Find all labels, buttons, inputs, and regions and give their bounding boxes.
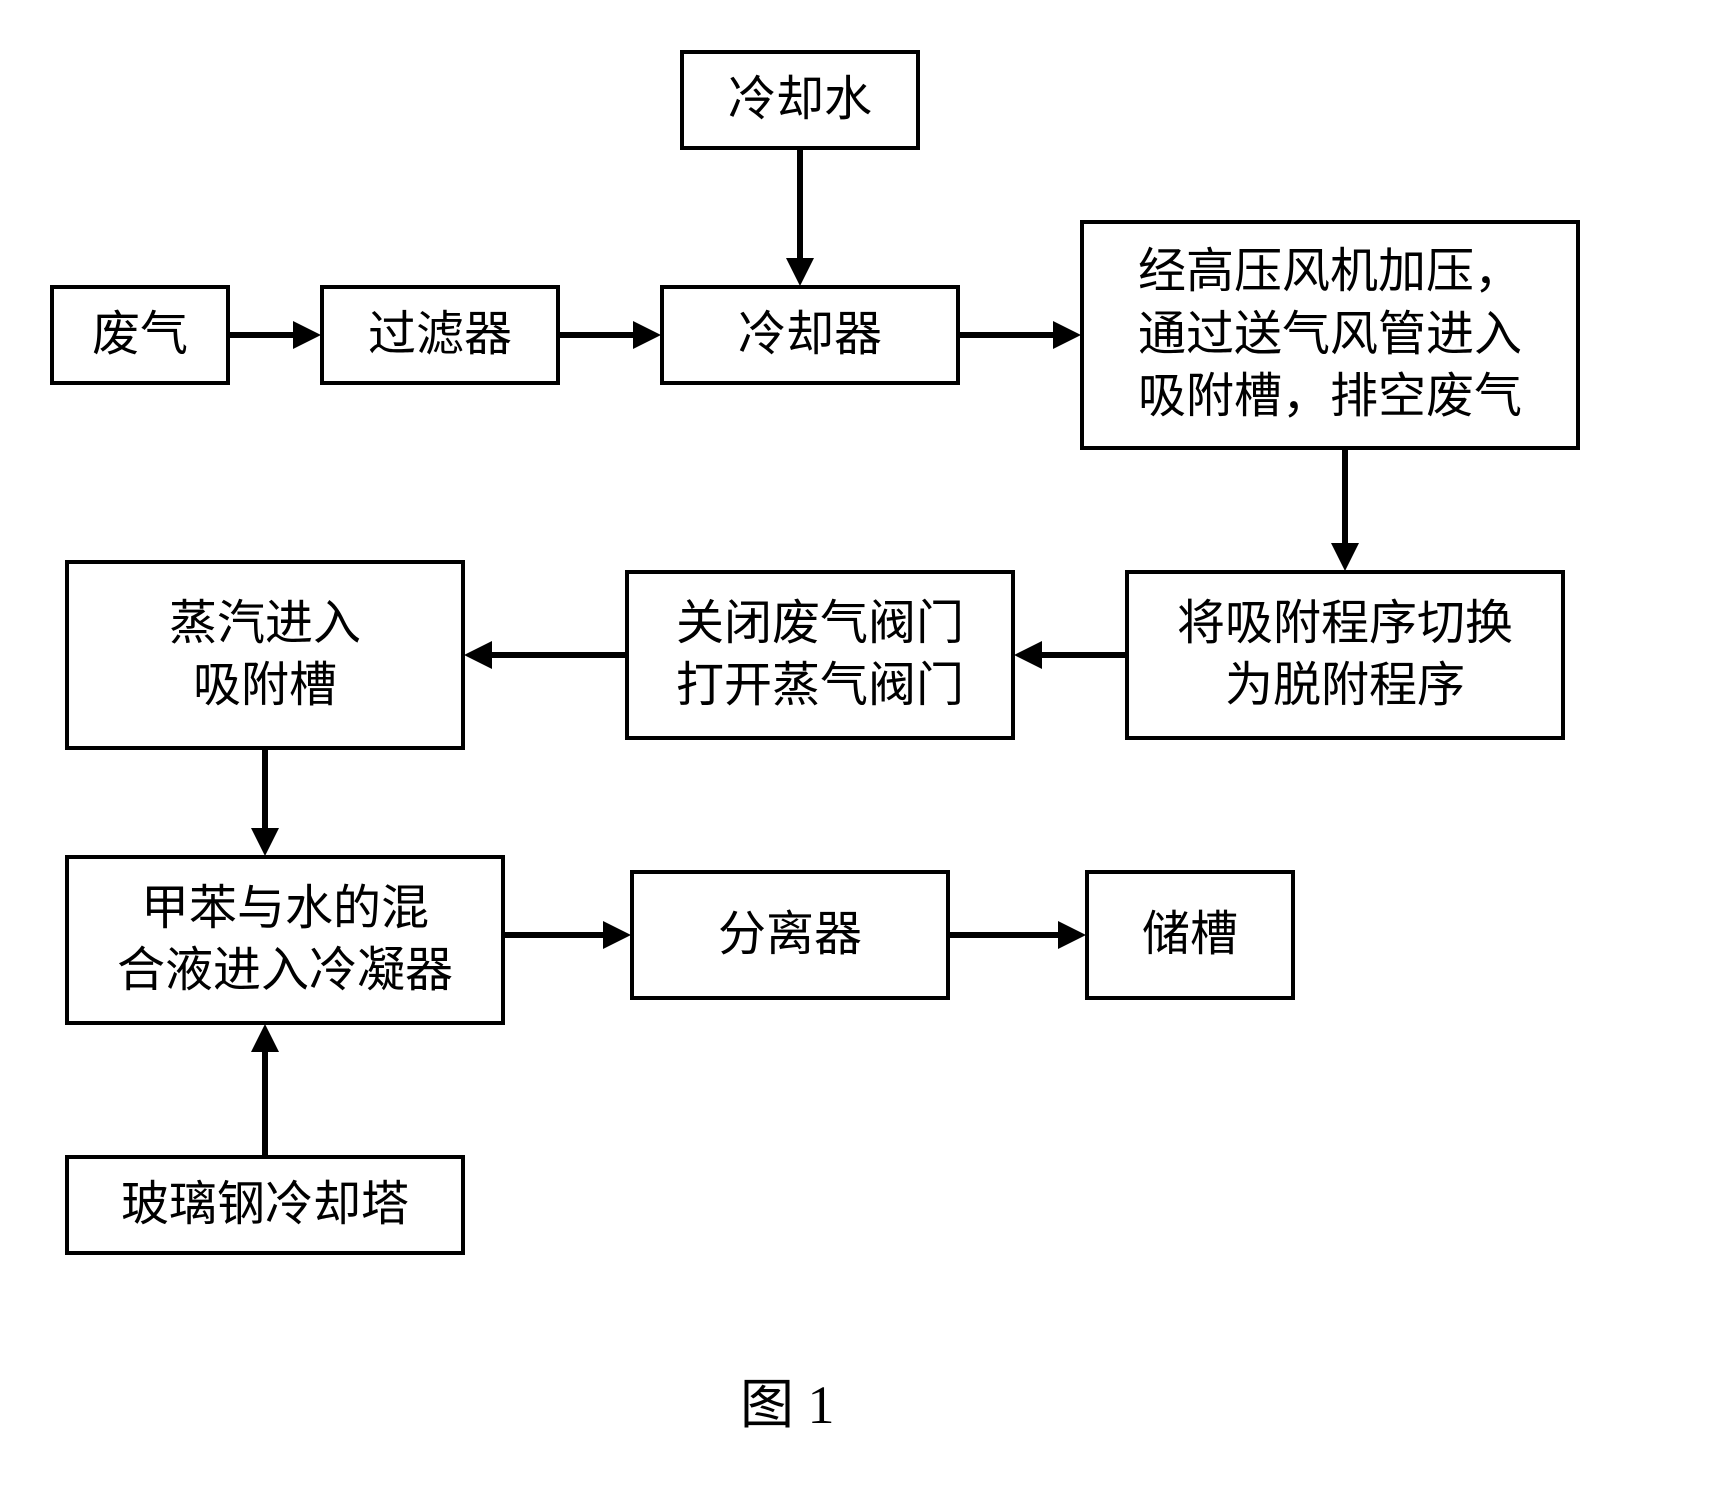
node-close-valve: 关闭废气阀门 打开蒸气阀门 <box>625 570 1015 740</box>
arrow-head-icon <box>464 641 492 669</box>
node-label: 过滤器 <box>368 304 512 366</box>
arrow-head-icon <box>1058 921 1086 949</box>
arrow-head-icon <box>251 1024 279 1052</box>
edge-close-valve-to-steam <box>490 652 625 658</box>
node-mixture-condenser: 甲苯与水的混 合液进入冷凝器 <box>65 855 505 1025</box>
node-label: 储槽 <box>1142 904 1238 966</box>
node-label: 冷却器 <box>738 304 882 366</box>
edge-cooler-to-pressurize <box>960 332 1055 338</box>
node-separator: 分离器 <box>630 870 950 1000</box>
edge-cooling-water-to-cooler <box>797 150 803 260</box>
arrow-head-icon <box>633 321 661 349</box>
edge-waste-gas-to-filter <box>230 332 295 338</box>
arrow-head-icon <box>786 258 814 286</box>
figure-caption: 图 1 <box>740 1360 835 1439</box>
node-cooling-tower: 玻璃钢冷却塔 <box>65 1155 465 1255</box>
node-label: 冷却水 <box>728 69 872 131</box>
arrow-head-icon <box>1053 321 1081 349</box>
node-label: 将吸附程序切换 为脱附程序 <box>1177 593 1513 718</box>
node-storage: 储槽 <box>1085 870 1295 1000</box>
flowchart-diagram: 冷却水 废气 过滤器 冷却器 经高压风机加压， 通过送气风管进入 吸附槽，排空废… <box>40 40 1695 1472</box>
node-label: 经高压风机加压， 通过送气风管进入 吸附槽，排空废气 <box>1138 241 1522 428</box>
node-label: 甲苯与水的混 合液进入冷凝器 <box>117 878 453 1003</box>
node-steam-enter: 蒸汽进入 吸附槽 <box>65 560 465 750</box>
arrow-head-icon <box>293 321 321 349</box>
node-label: 分离器 <box>718 904 862 966</box>
node-label: 废气 <box>92 304 188 366</box>
arrow-head-icon <box>603 921 631 949</box>
edge-mixture-to-separator <box>505 932 605 938</box>
edge-steam-to-mixture <box>262 750 268 830</box>
node-label: 玻璃钢冷却塔 <box>121 1174 409 1236</box>
edge-filter-to-cooler <box>560 332 635 338</box>
arrow-head-icon <box>1014 641 1042 669</box>
arrow-head-icon <box>1331 543 1359 571</box>
edge-pressurize-to-switch <box>1342 450 1348 545</box>
node-label: 蒸汽进入 吸附槽 <box>169 593 361 718</box>
arrow-head-icon <box>251 828 279 856</box>
node-pressurize: 经高压风机加压， 通过送气风管进入 吸附槽，排空废气 <box>1080 220 1580 450</box>
edge-separator-to-storage <box>950 932 1060 938</box>
edge-switch-to-close-valve <box>1040 652 1125 658</box>
node-label: 关闭废气阀门 打开蒸气阀门 <box>676 593 964 718</box>
node-switch-program: 将吸附程序切换 为脱附程序 <box>1125 570 1565 740</box>
node-filter: 过滤器 <box>320 285 560 385</box>
node-cooling-water: 冷却水 <box>680 50 920 150</box>
caption-text: 图 1 <box>740 1375 835 1435</box>
edge-cooling-tower-to-mixture <box>262 1050 268 1155</box>
node-waste-gas: 废气 <box>50 285 230 385</box>
node-cooler: 冷却器 <box>660 285 960 385</box>
